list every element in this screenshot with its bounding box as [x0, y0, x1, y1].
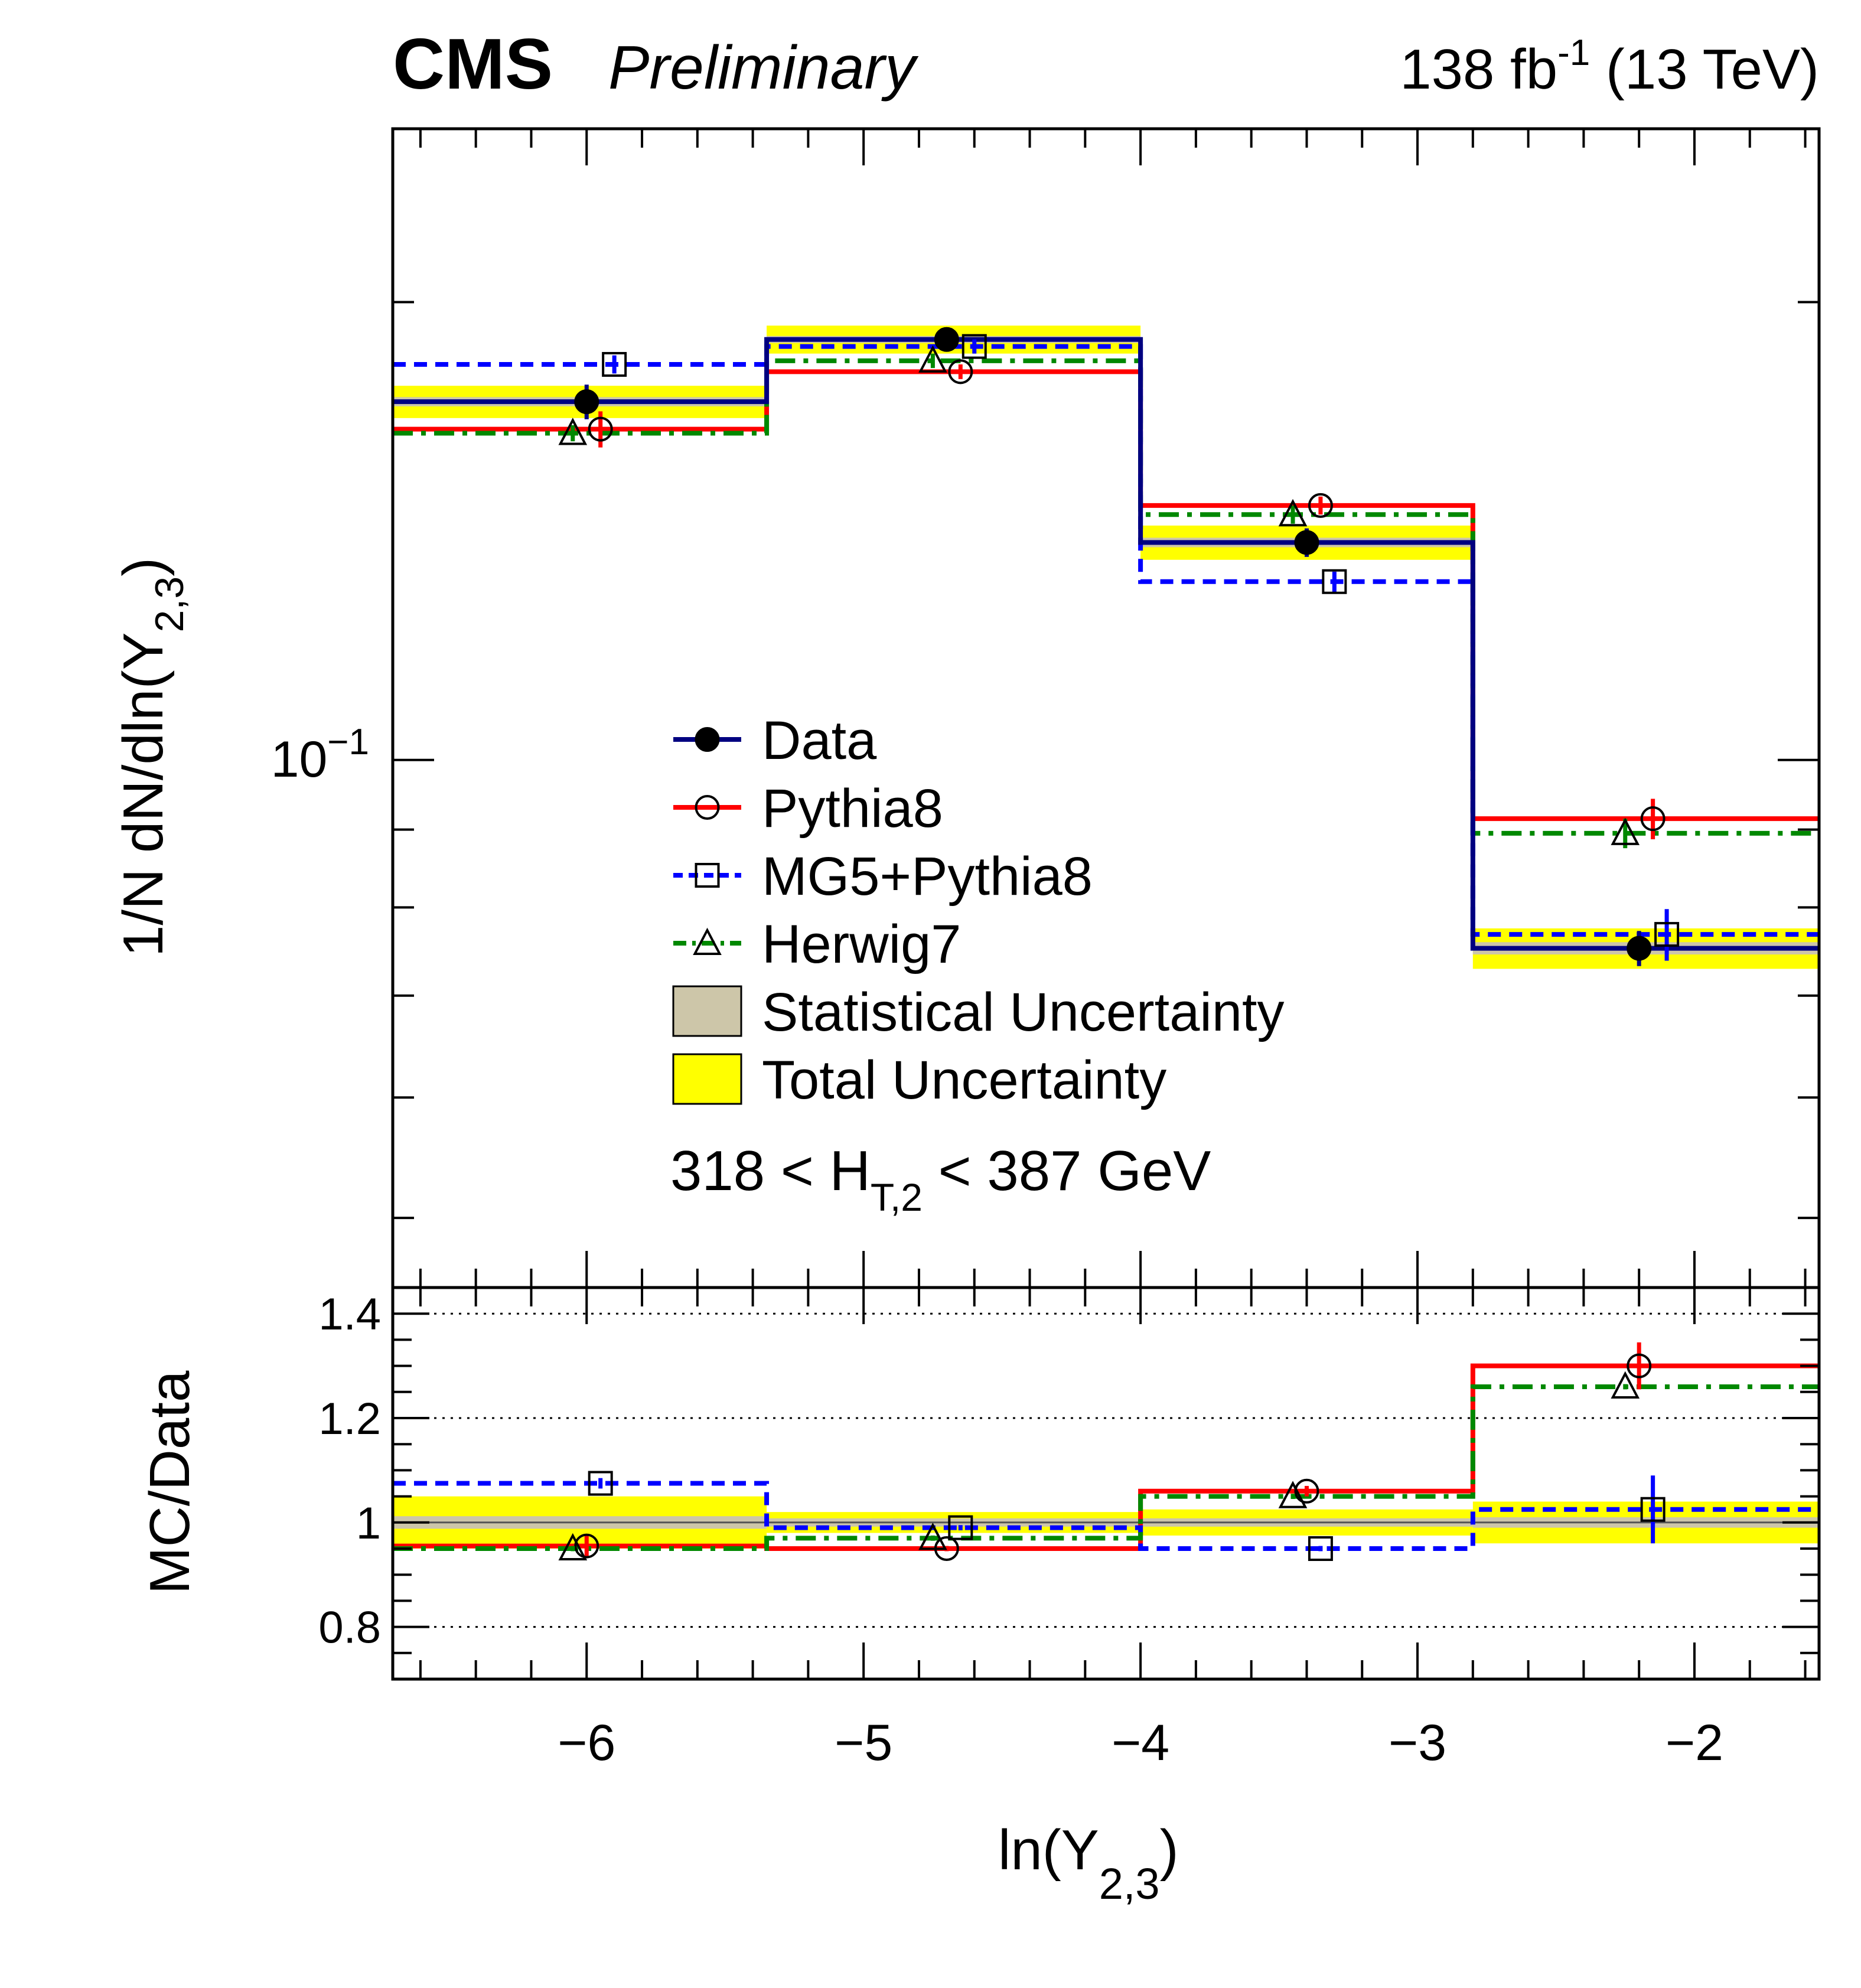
main-histograms [393, 337, 1819, 951]
legend-label-data: Data [762, 711, 877, 771]
ratio-point-herwig7-1 [918, 1523, 947, 1550]
legend-marker-mg5-pythia8 [695, 863, 720, 888]
main-point-mg5-pythia8-1 [962, 334, 987, 359]
ratio-ytick-label: 1.4 [318, 1289, 381, 1340]
legend-marker-data [695, 727, 720, 752]
legend-marker-herwig7 [693, 927, 722, 955]
ratio-point-pythia8-2 [1294, 1478, 1319, 1504]
main-ytick-label-base: 10 [271, 731, 328, 788]
ratio-y-axis-title: MC/Data [138, 1370, 201, 1594]
ratio-ytick-label: 1 [356, 1498, 381, 1549]
main-point-pythia8-3 [1640, 806, 1666, 832]
main-point-data-2 [1294, 530, 1319, 555]
ratio-histograms [393, 1363, 1819, 1551]
ratio-hist-herwig7 [393, 1384, 1819, 1551]
legend-label-herwig7: Herwig7 [762, 914, 961, 975]
ht-range-annotation: 318 < HT,2 < 387 GeV [670, 1139, 1211, 1219]
main-point-data-3 [1627, 936, 1652, 961]
annotation-rest: < 387 GeV [923, 1139, 1211, 1202]
legend-swatch-statistical-uncertainty [672, 985, 742, 1037]
ratio-hist-mg5-pythia8 [393, 1481, 1819, 1551]
lumi-value: 138 fb [1400, 38, 1557, 101]
energy-label: (13 TeV) [1590, 38, 1819, 101]
ratio-point-herwig7-2 [1278, 1481, 1308, 1508]
ratio-point-herwig7-0 [558, 1533, 588, 1560]
ratio-point-pythia8-3 [1627, 1353, 1652, 1378]
x-tick-label: −4 [1112, 1715, 1169, 1771]
annotation-main: 318 < H [670, 1139, 871, 1202]
main-ytick-label-exp: −1 [327, 722, 369, 762]
main-y-axis-title: 1/N dN/dln(Y2,3) [112, 558, 192, 957]
legend-label-statistical-uncertainty: Statistical Uncertainty [762, 982, 1285, 1042]
main-point-data-1 [934, 327, 959, 352]
legend-label-mg5-pythia8: MG5+Pythia8 [762, 846, 1093, 907]
annotation-sub: T,2 [871, 1175, 923, 1219]
ratio-grid [393, 1312, 1819, 1628]
ratio-point-mg5-pythia8-1 [948, 1515, 973, 1540]
main-axes: 10−1 [271, 127, 1821, 1289]
ratio-point-mg5-pythia8-3 [1640, 1497, 1666, 1522]
ratio-point-pythia8-0 [574, 1533, 599, 1559]
x-tick-label: −5 [835, 1715, 892, 1771]
ratio-markers [558, 1342, 1666, 1561]
ratio-point-herwig7-3 [1611, 1371, 1640, 1399]
main-point-mg5-pythia8-2 [1322, 569, 1347, 594]
x-tick-label: −6 [558, 1715, 615, 1771]
ratio-axes: 0.8 1 1.2 1.4 −6 −5 −4 −3 −2 [318, 1286, 1821, 1771]
main-hist-data [393, 337, 1819, 951]
main-point-pythia8-1 [948, 359, 973, 384]
legend: Data Pythia8 MG5+Pythia8 Herwig7 Statistical… [672, 711, 1285, 1110]
ratio-frame [391, 1286, 1821, 1681]
main-point-pythia8-2 [1308, 493, 1333, 518]
experiment-label: CMS [393, 24, 553, 104]
ratio-ytick-label: 0.8 [318, 1603, 381, 1653]
x-tick-label: −3 [1389, 1715, 1446, 1771]
legend-swatch-total-uncertainty [672, 1053, 742, 1105]
main-uncertainty-bands [393, 325, 1819, 969]
main-hist-herwig7 [393, 358, 1819, 836]
ratio-point-mg5-pythia8-0 [588, 1471, 613, 1496]
main-point-mg5-pythia8-3 [1654, 922, 1680, 947]
status-label: Preliminary [608, 34, 919, 102]
lumi-label: 138 fb-1 (13 TeV) [1400, 32, 1819, 101]
main-point-pythia8-0 [588, 416, 613, 442]
main-point-data-0 [574, 389, 599, 415]
main-point-herwig7-3 [1611, 817, 1640, 845]
ratio-point-mg5-pythia8-2 [1308, 1536, 1333, 1561]
main-markers [558, 327, 1680, 966]
legend-marker-pythia8 [695, 795, 720, 820]
main-point-herwig7-0 [558, 418, 588, 445]
x-tick-label: −2 [1666, 1715, 1723, 1771]
lumi-exponent: -1 [1557, 32, 1590, 73]
legend-label-total-uncertainty: Total Uncertainty [762, 1050, 1166, 1110]
ratio-ytick-label: 1.2 [318, 1394, 381, 1444]
main-ytick-label: 10−1 [271, 722, 369, 788]
legend-label-pythia8: Pythia8 [762, 778, 943, 839]
main-frame [391, 127, 1821, 1289]
ratio-uncertainty-bands [393, 1496, 1819, 1549]
main-point-herwig7-2 [1278, 498, 1308, 527]
main-point-mg5-pythia8-0 [602, 351, 627, 377]
main-point-herwig7-1 [918, 345, 947, 373]
x-axis-title: ln(Y2,3) [998, 1818, 1179, 1908]
